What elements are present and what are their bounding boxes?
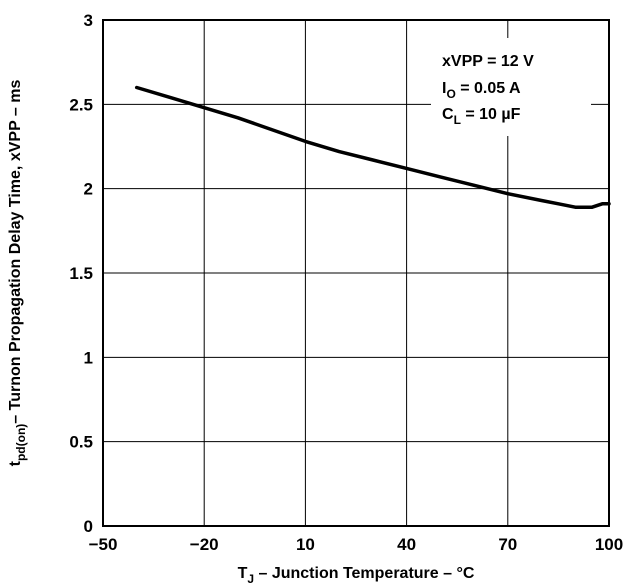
y-tick-label: 3 bbox=[84, 11, 93, 30]
x-axis-title: TJ – Junction Temperature – °C bbox=[238, 565, 475, 585]
annotation-box: xVPP = 12 V IO = 0.05 A CL = 10 µF bbox=[431, 38, 591, 136]
y-tick-label: 1.5 bbox=[69, 264, 93, 283]
y-tick-labels: 0 0.5 1 1.5 2 2.5 3 bbox=[69, 11, 93, 536]
y-tick-label: 2.5 bbox=[69, 95, 93, 114]
y-tick-label: 1 bbox=[84, 348, 93, 367]
y-tick-label: 0.5 bbox=[69, 433, 93, 452]
annotation-capacitance: CL = 10 µF bbox=[442, 106, 521, 127]
y-tick-label: 2 bbox=[84, 180, 93, 199]
plot-frame bbox=[102, 19, 610, 527]
x-tick-label: 10 bbox=[296, 535, 315, 554]
x-tick-label: 40 bbox=[397, 535, 416, 554]
x-tick-label: 100 bbox=[595, 535, 623, 554]
annotation-background bbox=[431, 38, 591, 136]
x-tick-label: −20 bbox=[190, 535, 219, 554]
y-tick-label: 0 bbox=[84, 517, 93, 536]
y-axis-title: tpd(on)– Turnon Propagation Delay Time, … bbox=[7, 80, 28, 467]
x-tick-label: 70 bbox=[498, 535, 517, 554]
annotation-vpp: xVPP = 12 V bbox=[442, 53, 534, 70]
curve-layer bbox=[134, 85, 611, 209]
x-tick-labels: −50 −20 10 40 70 100 bbox=[89, 535, 624, 554]
annotation-current: IO = 0.05 A bbox=[442, 80, 521, 101]
series-line bbox=[134, 85, 611, 209]
x-tick-label: −50 bbox=[89, 535, 118, 554]
